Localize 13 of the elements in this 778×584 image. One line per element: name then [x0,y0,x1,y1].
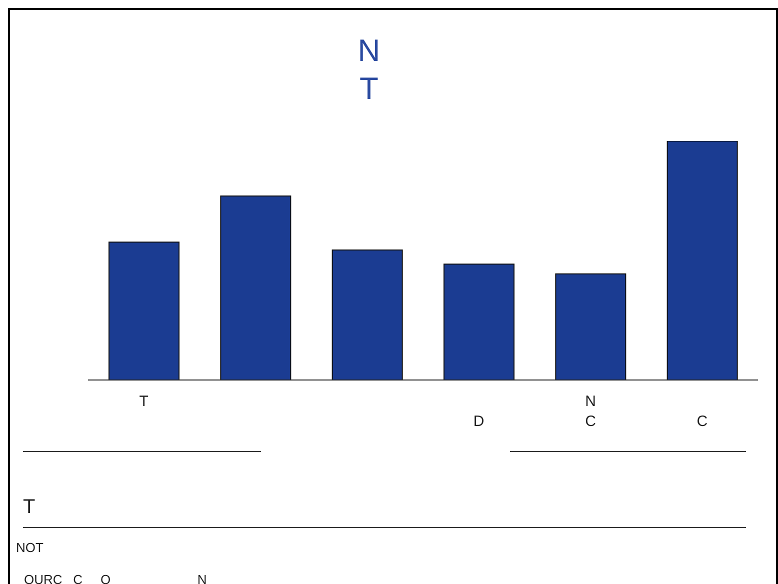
bar [666,141,738,380]
x-tick-label: N C [585,393,596,430]
text: T [23,496,36,519]
text: NOT [16,540,44,555]
bar [444,264,514,380]
bar [220,195,292,380]
text: OURC C O N [24,572,207,584]
bar [108,242,180,380]
chart-title: N T [356,32,382,108]
x-tick-label: C [696,413,708,430]
bar [332,249,403,380]
bar [555,273,626,380]
x-tick-label: D [473,413,484,430]
